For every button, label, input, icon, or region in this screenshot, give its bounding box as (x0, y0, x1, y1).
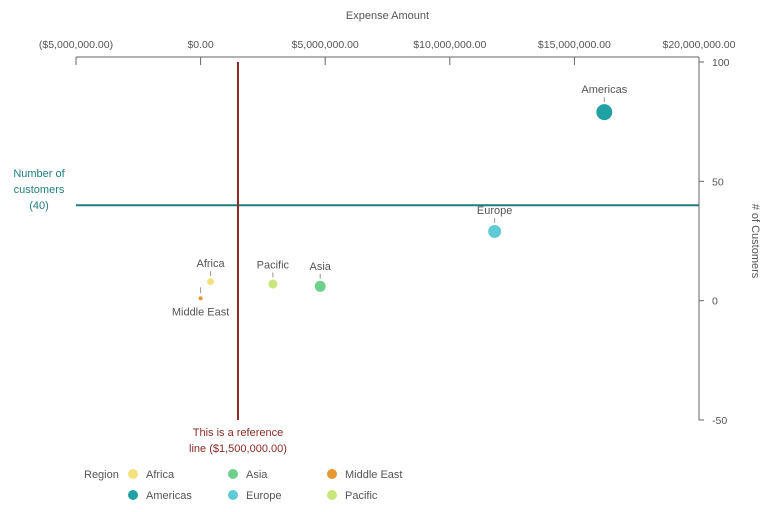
legend-item-label: Europe (246, 490, 281, 502)
legend-swatch (327, 469, 337, 479)
y-tick-label: 100 (712, 57, 730, 69)
y-tick-label: -50 (712, 415, 727, 427)
x-tick-label: $10,000,000.00 (413, 39, 486, 51)
legend-item-label: Africa (146, 469, 175, 481)
data-point-europe (488, 224, 502, 238)
y-tick-label: 0 (712, 296, 718, 308)
point-label: Europe (477, 205, 512, 217)
x-tick-label: $20,000,000.00 (663, 39, 736, 51)
data-point-americas (596, 104, 613, 121)
reference-line-label: Number of (13, 168, 65, 180)
legend-swatch (228, 469, 238, 479)
reference-line-label: (40) (29, 200, 49, 212)
x-axis-title: Expense Amount (346, 10, 429, 22)
legend-swatch (128, 469, 138, 479)
legend-swatch (327, 490, 337, 500)
x-tick-label: $15,000,000.00 (538, 39, 611, 51)
legend-title: Region (84, 469, 119, 481)
point-label: Middle East (172, 306, 229, 318)
legend-item-label: Asia (246, 469, 268, 481)
point-label: Pacific (257, 259, 290, 271)
data-point-africa (207, 278, 215, 286)
point-label: Africa (197, 258, 226, 270)
reference-line-label: customers (14, 184, 65, 196)
legend-item-label: Middle East (345, 469, 402, 481)
point-label: Americas (581, 84, 627, 96)
legend-swatch (228, 490, 238, 500)
data-point-asia (314, 280, 326, 292)
point-label: Asia (310, 261, 332, 273)
y-axis-title: # of Customers (749, 204, 761, 279)
x-tick-label: ($5,000,000.00) (39, 39, 113, 51)
legend-swatch (128, 490, 138, 500)
reference-line-label: line ($1,500,000.00) (189, 443, 287, 455)
legend-item-label: Pacific (345, 490, 378, 502)
x-tick-label: $5,000,000.00 (292, 39, 359, 51)
legend-item-label: Americas (146, 490, 192, 502)
data-point-pacific (268, 279, 278, 289)
y-tick-label: 50 (712, 176, 724, 188)
x-tick-label: $0.00 (187, 39, 213, 51)
data-point-middle-east (198, 296, 203, 301)
reference-line-label: This is a reference (193, 427, 283, 439)
